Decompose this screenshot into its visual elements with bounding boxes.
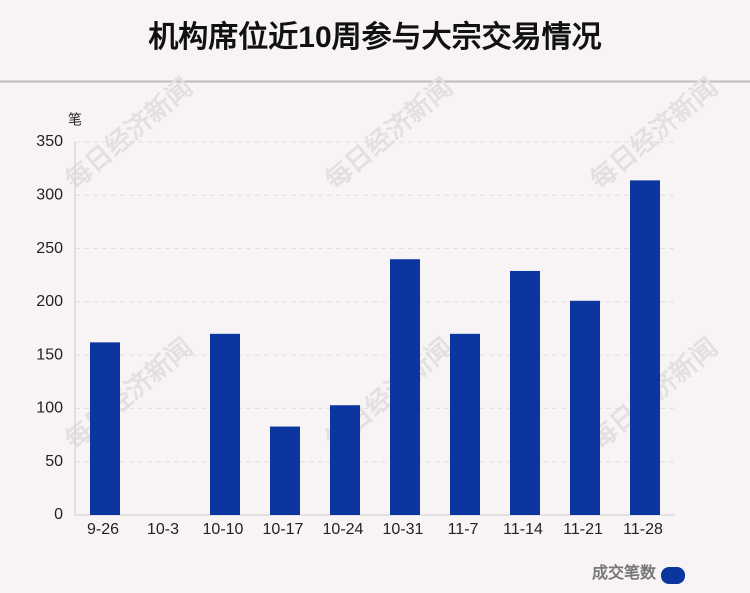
y-axis-unit: 笔 xyxy=(68,112,82,128)
bar xyxy=(210,333,240,515)
x-tick-label: 9-26 xyxy=(87,521,119,538)
x-tick-label: 11-14 xyxy=(503,521,543,538)
x-tick-label: 10-31 xyxy=(383,521,424,538)
chart-title: 机构席位近10周参与大宗交易情况 xyxy=(148,20,601,54)
y-tick-label: 200 xyxy=(36,293,63,310)
y-tick-label: 250 xyxy=(36,240,63,257)
legend-label: 成交笔数 xyxy=(592,563,657,582)
y-tick-label: 50 xyxy=(45,453,63,470)
y-tick-label: 150 xyxy=(36,346,63,363)
bar xyxy=(270,426,300,515)
y-tick-label: 300 xyxy=(36,187,63,204)
y-tick-label: 100 xyxy=(36,400,63,417)
x-tick-label: 10-24 xyxy=(323,521,364,538)
x-tick-label: 11-7 xyxy=(448,521,479,538)
bar xyxy=(510,270,540,515)
bar xyxy=(450,333,480,515)
x-tick-label: 10-10 xyxy=(203,521,244,538)
bar xyxy=(390,259,420,515)
x-tick-label: 11-21 xyxy=(563,521,603,538)
bar xyxy=(630,180,660,515)
x-tick-label: 10-17 xyxy=(263,521,304,538)
x-tick-label: 10-3 xyxy=(147,521,179,538)
bar xyxy=(570,300,600,515)
x-tick-label: 11-28 xyxy=(623,521,663,538)
bar xyxy=(330,405,360,515)
bar xyxy=(90,342,120,515)
legend-swatch xyxy=(661,567,685,584)
y-tick-label: 350 xyxy=(36,133,63,150)
y-tick-label: 0 xyxy=(54,506,63,523)
